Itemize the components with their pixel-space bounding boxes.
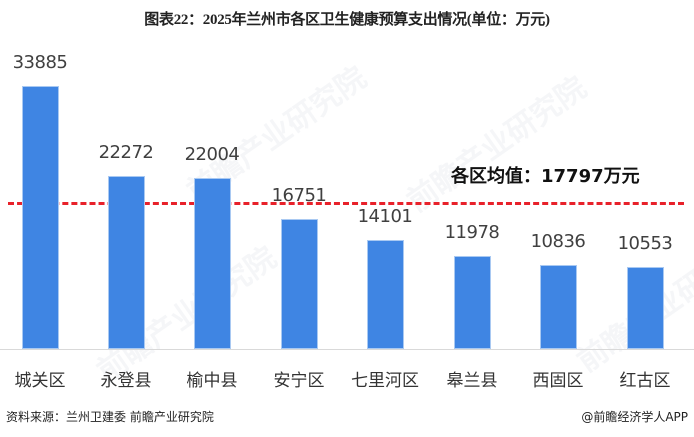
bar — [281, 219, 318, 349]
bar — [194, 178, 231, 349]
average-label: 各区均值：17797万元 — [451, 166, 640, 187]
chart-title: 图表22：2025年兰州市各区卫生健康预算支出情况(单位：万元) — [144, 12, 550, 28]
bar-value-label: 33885 — [12, 52, 68, 73]
x-tick-label: 城关区 — [14, 371, 66, 391]
bar — [367, 240, 404, 349]
bar-value-label: 10553 — [617, 233, 673, 254]
bar-value-label: 22004 — [184, 144, 240, 165]
credit-note: @前瞻经济学人APP — [581, 410, 688, 424]
x-tick-label: 皋兰县 — [446, 371, 498, 391]
x-tick-label: 红古区 — [619, 371, 671, 391]
bar-value-label: 14101 — [357, 206, 413, 227]
x-axis-line — [0, 349, 694, 350]
bar — [540, 265, 577, 349]
watermark: 前瞻产业研究院 — [400, 70, 594, 220]
bar-value-label: 11978 — [444, 222, 500, 243]
x-tick-label: 七里河区 — [351, 371, 419, 391]
average-reference-line — [8, 202, 684, 205]
bar — [22, 86, 59, 349]
bar-value-label: 10836 — [530, 231, 586, 252]
x-tick-label: 榆中县 — [186, 371, 238, 391]
source-note: 资料来源：兰州卫建委 前瞻产业研究院 — [6, 410, 214, 424]
bar — [108, 176, 145, 349]
bar — [627, 267, 664, 349]
bar — [454, 256, 491, 349]
x-tick-label: 永登县 — [100, 371, 152, 391]
x-tick-label: 西固区 — [532, 371, 584, 391]
x-tick-label: 安宁区 — [273, 371, 325, 391]
bar-value-label: 22272 — [98, 142, 154, 163]
bar-value-label: 16751 — [271, 185, 327, 206]
